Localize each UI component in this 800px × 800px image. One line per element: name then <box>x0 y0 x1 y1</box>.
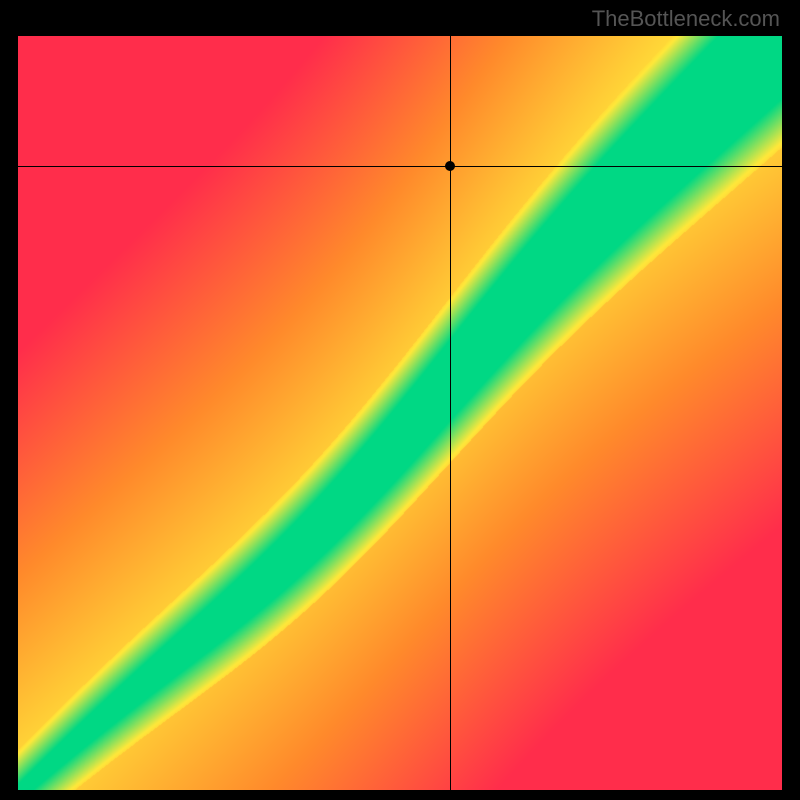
chart-container: TheBottleneck.com <box>0 0 800 800</box>
bottleneck-heatmap <box>18 36 782 790</box>
crosshair-horizontal <box>18 166 782 167</box>
watermark-text: TheBottleneck.com <box>592 6 780 32</box>
crosshair-vertical <box>450 36 451 790</box>
plot-area <box>18 36 782 790</box>
data-point-marker <box>445 161 455 171</box>
